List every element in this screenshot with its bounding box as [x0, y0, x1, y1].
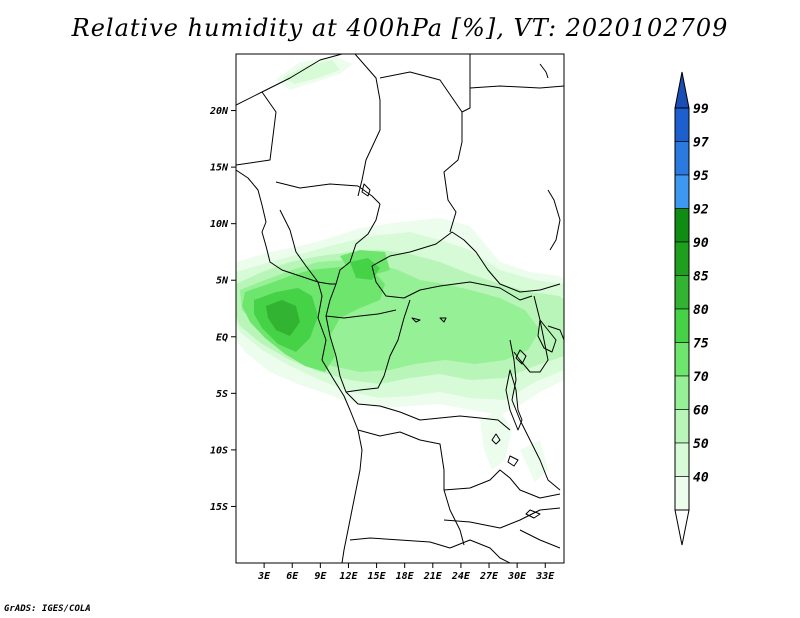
colorbar-label: 85: [693, 270, 709, 285]
colorbar-segment: [674, 208, 690, 243]
colorbar-label: 50: [693, 437, 709, 452]
colorbar-top-arrow: [674, 71, 690, 109]
colorbar-label: 99: [693, 102, 709, 117]
lon-tick-label: 27E: [479, 571, 499, 582]
latitude-axis: 20N 15N 10N 5N EQ 5S 10S 15S: [209, 106, 236, 513]
lon-tick-label: 3E: [257, 571, 271, 582]
lon-tick-label: 33E: [535, 571, 555, 582]
map-frame: [235, 53, 565, 564]
colorbar-label: 70: [693, 370, 709, 385]
colorbar-label: 60: [693, 404, 709, 419]
colorbar-segment: [674, 107, 690, 142]
colorbar-label: 90: [693, 236, 709, 251]
lat-tick-label: 10S: [210, 445, 228, 456]
colorbar-segment: [674, 476, 690, 511]
colorbar-segment: [674, 241, 690, 276]
lon-tick-label: 30E: [507, 571, 527, 582]
lon-tick-label: 9E: [314, 571, 327, 582]
colorbar-segment: [674, 308, 690, 343]
colorbar-segment: [674, 141, 690, 176]
colorbar-segment: [674, 409, 690, 444]
map-title: Relative humidity at 400hPa [%], VT: 202…: [71, 14, 729, 42]
colorbar-label: 80: [693, 303, 709, 318]
humidity-shading: [236, 56, 564, 482]
lon-tick-label: 18E: [396, 571, 415, 582]
colorbar-label: 92: [693, 203, 709, 218]
colorbar-bottom-arrow: [674, 509, 690, 546]
grads-credit: GrADS: IGES/COLA: [4, 604, 91, 614]
lon-tick-label: 6E: [286, 571, 299, 582]
colorbar-label: 75: [693, 337, 709, 352]
lat-tick-label: 15N: [210, 163, 229, 174]
colorbar-segment: [674, 174, 690, 209]
colorbar-segment: [674, 442, 690, 477]
colorbar-segment: [674, 275, 690, 310]
lat-tick-label: 15S: [210, 502, 228, 513]
lon-tick-label: 12E: [339, 571, 358, 582]
colorbar-label: 97: [693, 136, 709, 151]
lat-tick-label: 5S: [216, 389, 228, 400]
lat-tick-label: 20N: [209, 106, 229, 117]
colorbar-segment: [674, 342, 690, 377]
longitude-axis: 3E 6E 9E 12E 15E 18E 21E 24E 27E 30E 33E: [257, 563, 555, 582]
lon-tick-label: 21E: [423, 571, 443, 582]
lat-tick-label: EQ: [216, 332, 228, 343]
borders-coastlines: [236, 54, 564, 563]
lat-tick-label: 10N: [210, 219, 229, 230]
colorbar-label: 40: [693, 471, 709, 486]
colorbar-segment: [674, 375, 690, 410]
colorbar-frame: [674, 107, 690, 511]
lat-tick-label: 5N: [216, 276, 229, 287]
lon-tick-label: 24E: [451, 571, 471, 582]
colorbar-label: 95: [693, 169, 709, 184]
lon-tick-label: 15E: [368, 571, 387, 582]
colorbar: 99 97 95 92 90 85 80 75 70 60 50 40: [674, 71, 709, 546]
